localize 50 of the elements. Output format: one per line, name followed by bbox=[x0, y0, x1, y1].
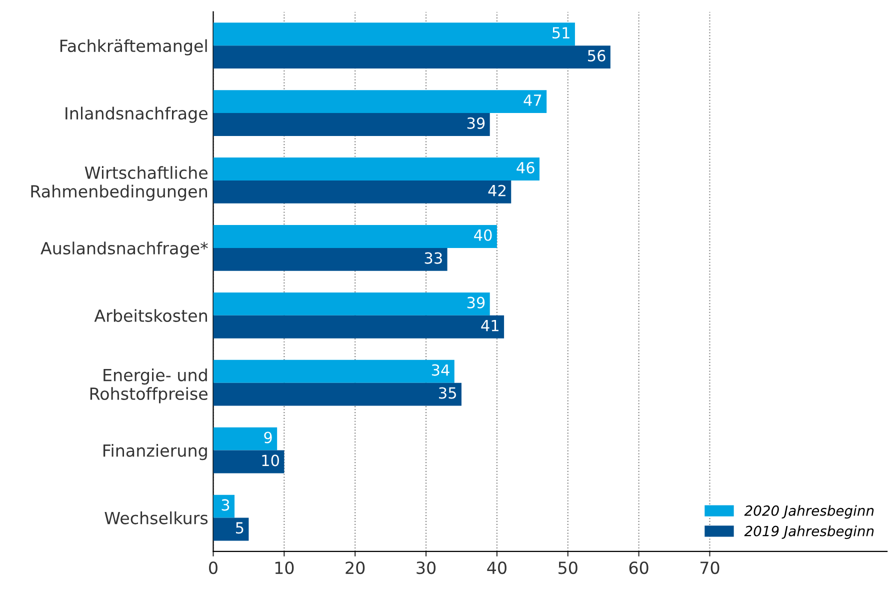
bar bbox=[213, 315, 504, 338]
bar bbox=[213, 158, 540, 180]
data-label: 39 bbox=[467, 117, 485, 129]
bar bbox=[213, 518, 249, 541]
data-label: 5 bbox=[236, 522, 244, 534]
data-label: 10 bbox=[262, 454, 279, 466]
data-label: 56 bbox=[588, 50, 606, 62]
data-label: 34 bbox=[432, 364, 450, 376]
y-tick-label: Inlandsnachfrage bbox=[66, 106, 208, 123]
x-tick-label: 40 bbox=[487, 562, 506, 574]
data-label: 35 bbox=[439, 387, 456, 399]
bar bbox=[213, 46, 610, 69]
data-label: 39 bbox=[467, 296, 485, 308]
bar bbox=[213, 225, 497, 248]
data-label: 46 bbox=[516, 162, 534, 174]
data-label: 41 bbox=[481, 320, 498, 332]
bar bbox=[213, 450, 284, 474]
bar bbox=[213, 494, 235, 518]
bar bbox=[213, 360, 454, 383]
data-label: 33 bbox=[424, 252, 442, 264]
bar bbox=[213, 180, 512, 204]
y-tick-label: Auslandsnachfrage* bbox=[40, 242, 208, 258]
bar bbox=[213, 113, 490, 136]
x-tick-label: 0 bbox=[209, 562, 218, 574]
bar bbox=[213, 22, 575, 46]
x-tick-label: 50 bbox=[558, 562, 578, 574]
y-tick-label: Fachkräftemangel bbox=[60, 39, 207, 56]
bar bbox=[213, 90, 547, 114]
bar bbox=[213, 292, 490, 316]
bar bbox=[213, 382, 462, 406]
data-label: 9 bbox=[264, 432, 272, 444]
x-tick-label: 10 bbox=[275, 562, 294, 574]
y-tick-label: Wechselkurs bbox=[104, 511, 208, 524]
data-label: 42 bbox=[488, 184, 506, 196]
legend-label: 2019 Jahresbeginn bbox=[744, 526, 874, 539]
y-tick-label: Finanzierung bbox=[103, 444, 207, 460]
data-label: 47 bbox=[524, 94, 542, 106]
x-tick-label: 30 bbox=[416, 562, 436, 574]
bar bbox=[213, 427, 278, 450]
x-tick-label: 70 bbox=[700, 562, 720, 574]
y-tick-label: Energie- und Rohstoffpreise bbox=[90, 368, 208, 404]
x-tick-label: 20 bbox=[346, 562, 365, 574]
legend-label: 2020 Jahresbeginn bbox=[744, 505, 874, 519]
y-tick-label: Wirtschaftliche Rahmenbedingungen bbox=[31, 166, 208, 201]
y-tick-label: Arbeitskosten bbox=[94, 309, 207, 322]
data-label: 3 bbox=[222, 499, 230, 511]
data-label: 51 bbox=[552, 27, 570, 39]
data-label: 40 bbox=[474, 229, 492, 241]
bar bbox=[213, 248, 448, 271]
x-tick-label: 60 bbox=[629, 562, 648, 574]
